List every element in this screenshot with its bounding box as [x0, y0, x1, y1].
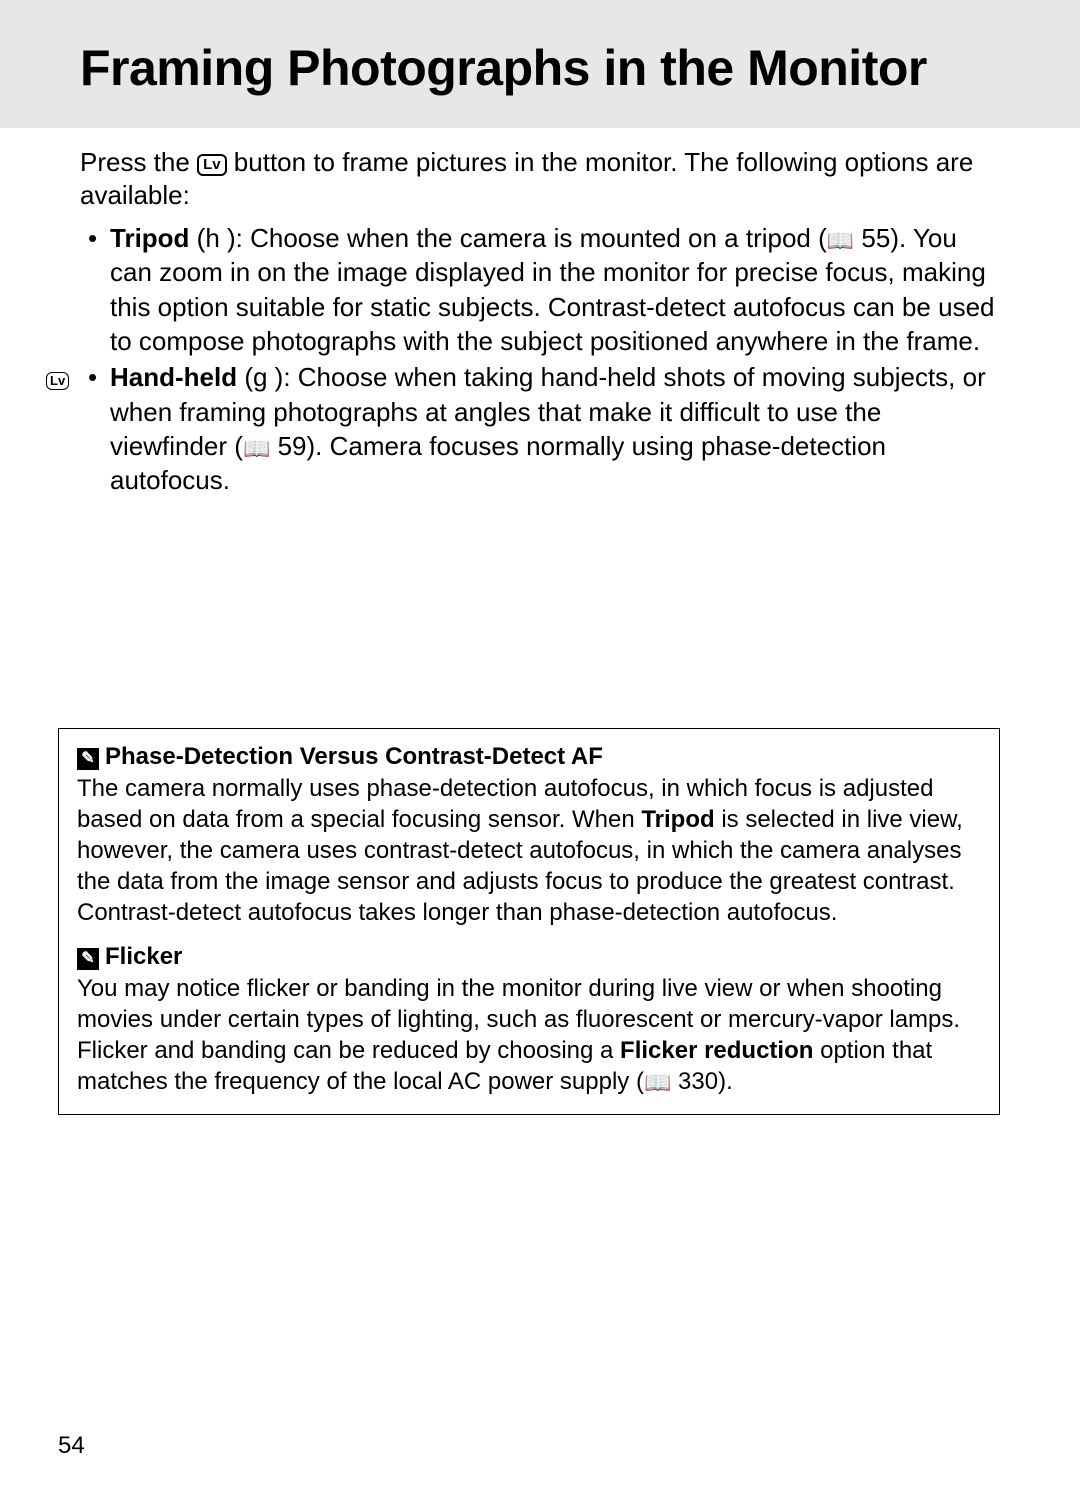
handheld-label: Hand-held	[110, 362, 237, 392]
side-tab-lv-icon: Lv	[46, 372, 69, 392]
option-tripod: Tripod (h ): Choose when the camera is m…	[110, 221, 1000, 358]
main-content: Press the Lv button to frame pictures in…	[0, 146, 1080, 498]
note-heading-flicker: ✎ Flicker	[77, 943, 981, 971]
lv-icon: Lv	[46, 372, 69, 390]
page-number: 54	[58, 1432, 85, 1460]
flicker-body-bold: Flicker reduction	[620, 1037, 813, 1064]
flicker-ref: 330).	[671, 1068, 732, 1095]
pencil-icon: ✎	[77, 948, 99, 970]
flicker-heading-text: Flicker	[105, 943, 182, 970]
handheld-mode: (g ):	[237, 362, 298, 392]
intro-pre: Press the	[80, 147, 197, 177]
lv-button-icon: Lv	[197, 154, 227, 176]
tripod-label: Tripod	[110, 223, 189, 253]
af-heading-text: Phase-Detection Versus Contrast-Detect A…	[105, 743, 603, 770]
options-list: Tripod (h ): Choose when the camera is m…	[80, 221, 1000, 498]
book-icon: 📖	[243, 434, 270, 463]
note-body-flicker: You may notice flicker or banding in the…	[77, 973, 981, 1098]
tripod-mode: (h ):	[189, 223, 250, 253]
note-body-af: The camera normally uses phase-detection…	[77, 773, 981, 929]
page-header: Framing Photographs in the Monitor	[0, 0, 1080, 128]
note-box: ✎ Phase-Detection Versus Contrast-Detect …	[58, 728, 1000, 1115]
book-icon: 📖	[827, 226, 854, 255]
intro-paragraph: Press the Lv button to frame pictures in…	[80, 146, 1000, 214]
note-heading-af: ✎ Phase-Detection Versus Contrast-Detect …	[77, 743, 981, 771]
page-title: Framing Photographs in the Monitor	[80, 40, 1000, 98]
book-icon: 📖	[644, 1069, 671, 1098]
pencil-icon: ✎	[77, 748, 99, 770]
tripod-text1: Choose when the camera is mounted on a t…	[250, 223, 827, 253]
option-handheld: Hand-held (g ): Choose when taking hand-…	[110, 360, 1000, 497]
af-body-bold: Tripod	[641, 806, 714, 833]
